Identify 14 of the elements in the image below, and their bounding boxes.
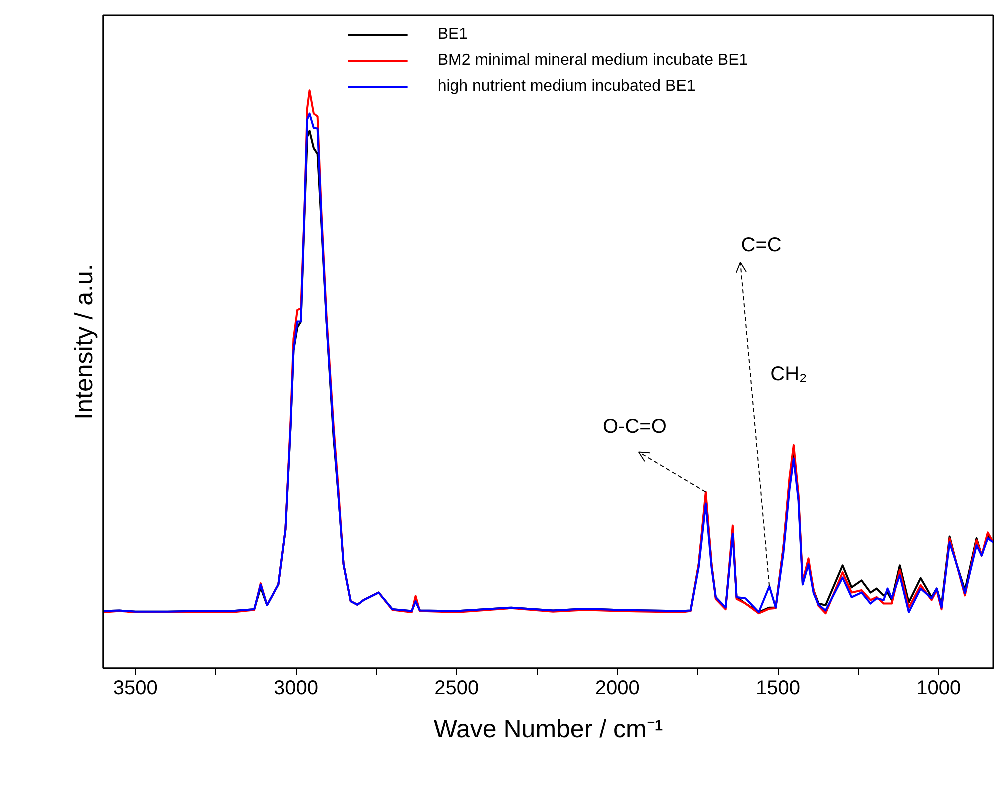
x-tick-label: 2500 [434,678,480,700]
x-tick-label: 1000 [916,678,962,700]
x-tick-label: 3500 [113,678,158,700]
legend-label: BE1 [438,26,468,44]
x-tick-label: 3000 [274,678,319,700]
annotation: C=C [741,234,782,256]
x-tick-label: 1500 [756,678,800,700]
y-axis-title: Intensity / a.u. [70,264,98,420]
legend-label: high nutrient medium incubated BE1 [438,78,696,96]
annotation: CH₂ [770,363,808,386]
x-tick-label: 2000 [595,678,640,700]
annotation: O-C=O [602,416,667,438]
x-axis-title: Wave Number / cm⁻¹ [434,716,664,744]
legend-label: BM2 minimal mineral medium incubate BE1 [438,52,748,70]
